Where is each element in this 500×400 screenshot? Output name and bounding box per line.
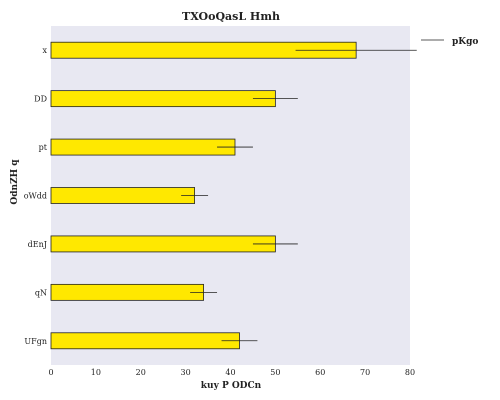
legend-label: pKgo bbox=[452, 37, 478, 47]
x-tick-label: 30 bbox=[181, 368, 191, 377]
y-tick-label: UFgn bbox=[24, 337, 47, 346]
bar-dEnJ bbox=[50, 235, 276, 253]
x-tick-label: 80 bbox=[405, 368, 415, 377]
bar-DD bbox=[50, 90, 276, 108]
x-tick-label: 10 bbox=[91, 368, 101, 377]
x-tick-label: 70 bbox=[360, 368, 370, 377]
x-tick-label: 50 bbox=[270, 368, 280, 377]
x-tick-labels: 0 10 20 30 40 50 60 70 80 bbox=[48, 368, 415, 377]
bar-qN bbox=[50, 283, 204, 301]
y-axis-label: OdnZH q bbox=[10, 159, 20, 205]
y-tick-label: oWdd bbox=[24, 192, 47, 201]
y-tick-label: x bbox=[42, 46, 47, 55]
y-tick-label: pt bbox=[39, 143, 48, 152]
x-tick-label: 20 bbox=[136, 368, 146, 377]
error-bars-layer bbox=[181, 49, 417, 342]
y-tick-labels: x DD pt oWdd dEnJ qN UFgn bbox=[24, 46, 48, 346]
y-tick-label: qN bbox=[35, 288, 47, 297]
legend: pKgo bbox=[421, 37, 478, 47]
y-tick-label: dEnJ bbox=[28, 240, 47, 249]
x-tick-label: 0 bbox=[48, 368, 53, 377]
x-tick-label: 60 bbox=[315, 368, 325, 377]
x-axis-label: kuy P ODCn bbox=[201, 381, 262, 391]
chart-title: TXOoQasL Hmh bbox=[182, 10, 280, 23]
bar-oWdd bbox=[50, 187, 196, 204]
bar-pt bbox=[50, 138, 236, 156]
x-tick-label: 40 bbox=[225, 368, 235, 377]
y-tick-label: DD bbox=[34, 95, 47, 104]
bar-UFgn bbox=[50, 332, 240, 350]
